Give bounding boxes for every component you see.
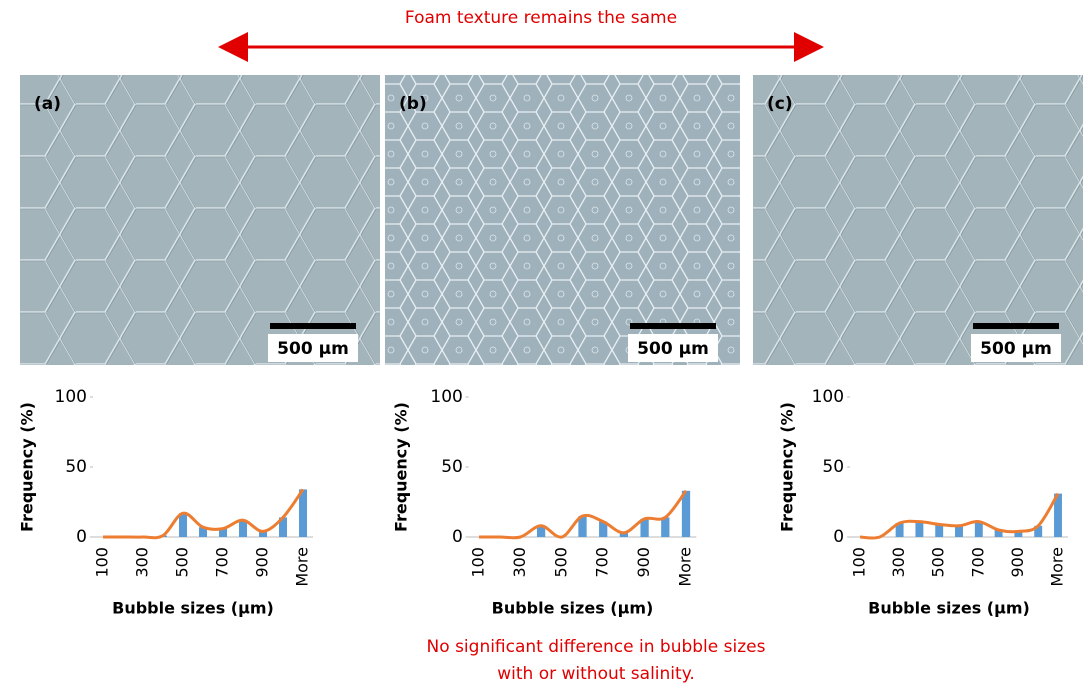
x-tick-label: More (293, 547, 312, 587)
x-axis-label: Bubble sizes (µm) (112, 599, 274, 618)
y-tick-label: 100 (55, 387, 87, 407)
x-tick-label: More (676, 547, 695, 587)
bar (955, 526, 963, 537)
bar (975, 522, 983, 537)
y-tick-label: 0 (76, 527, 87, 547)
y-tick-label: 0 (452, 527, 463, 547)
x-tick-label: 300 (133, 547, 152, 578)
x-tick-label: 500 (551, 547, 570, 578)
x-tick-label: 300 (510, 547, 529, 578)
bar (299, 489, 307, 537)
y-tick-label: 100 (812, 387, 844, 407)
x-tick-label: 300 (889, 547, 908, 578)
y-tick-label: 50 (441, 457, 463, 477)
y-tick-label: 0 (833, 527, 844, 547)
micrograph (385, 75, 740, 365)
scale-label: 500 µm (277, 339, 349, 359)
panel-label: (b) (399, 94, 427, 114)
x-tick-label: 900 (634, 547, 653, 578)
bar (682, 491, 690, 537)
x-tick-label: 700 (593, 547, 612, 578)
x-tick-label: 700 (213, 547, 232, 578)
micrograph (20, 75, 380, 365)
y-axis-label: Frequency (%) (392, 402, 411, 532)
x-tick-label: 100 (93, 547, 112, 578)
y-tick-label: 50 (822, 457, 844, 477)
y-axis-label: Frequency (%) (778, 402, 797, 532)
figure: Foam texture remains the same No signifi… (0, 0, 1083, 686)
y-axis-label: Frequency (%) (18, 402, 37, 532)
x-tick-label: 500 (173, 547, 192, 578)
top-annotation: Foam texture remains the same (405, 8, 677, 28)
x-tick-label: 100 (469, 547, 488, 578)
x-tick-label: More (1048, 547, 1067, 587)
x-axis-label: Bubble sizes (µm) (492, 599, 654, 618)
x-axis-label: Bubble sizes (µm) (868, 599, 1030, 618)
bar (935, 524, 943, 537)
panel-label: (a) (34, 94, 61, 114)
scale-label: 500 µm (637, 339, 709, 359)
x-tick-label: 900 (253, 547, 272, 578)
bottom-annotation: with or without salinity. (497, 664, 695, 684)
y-tick-label: 50 (65, 457, 87, 477)
bottom-annotation: No significant difference in bubble size… (427, 637, 766, 657)
y-tick-label: 100 (430, 387, 462, 407)
x-tick-label: 900 (1008, 547, 1027, 578)
x-tick-label: 500 (929, 547, 948, 578)
x-tick-label: 700 (968, 547, 987, 578)
scale-label: 500 µm (980, 339, 1052, 359)
panel-label: (c) (767, 94, 793, 114)
x-tick-label: 100 (850, 547, 869, 578)
bar (915, 522, 923, 537)
micrograph (753, 75, 1083, 365)
bar (661, 517, 669, 537)
